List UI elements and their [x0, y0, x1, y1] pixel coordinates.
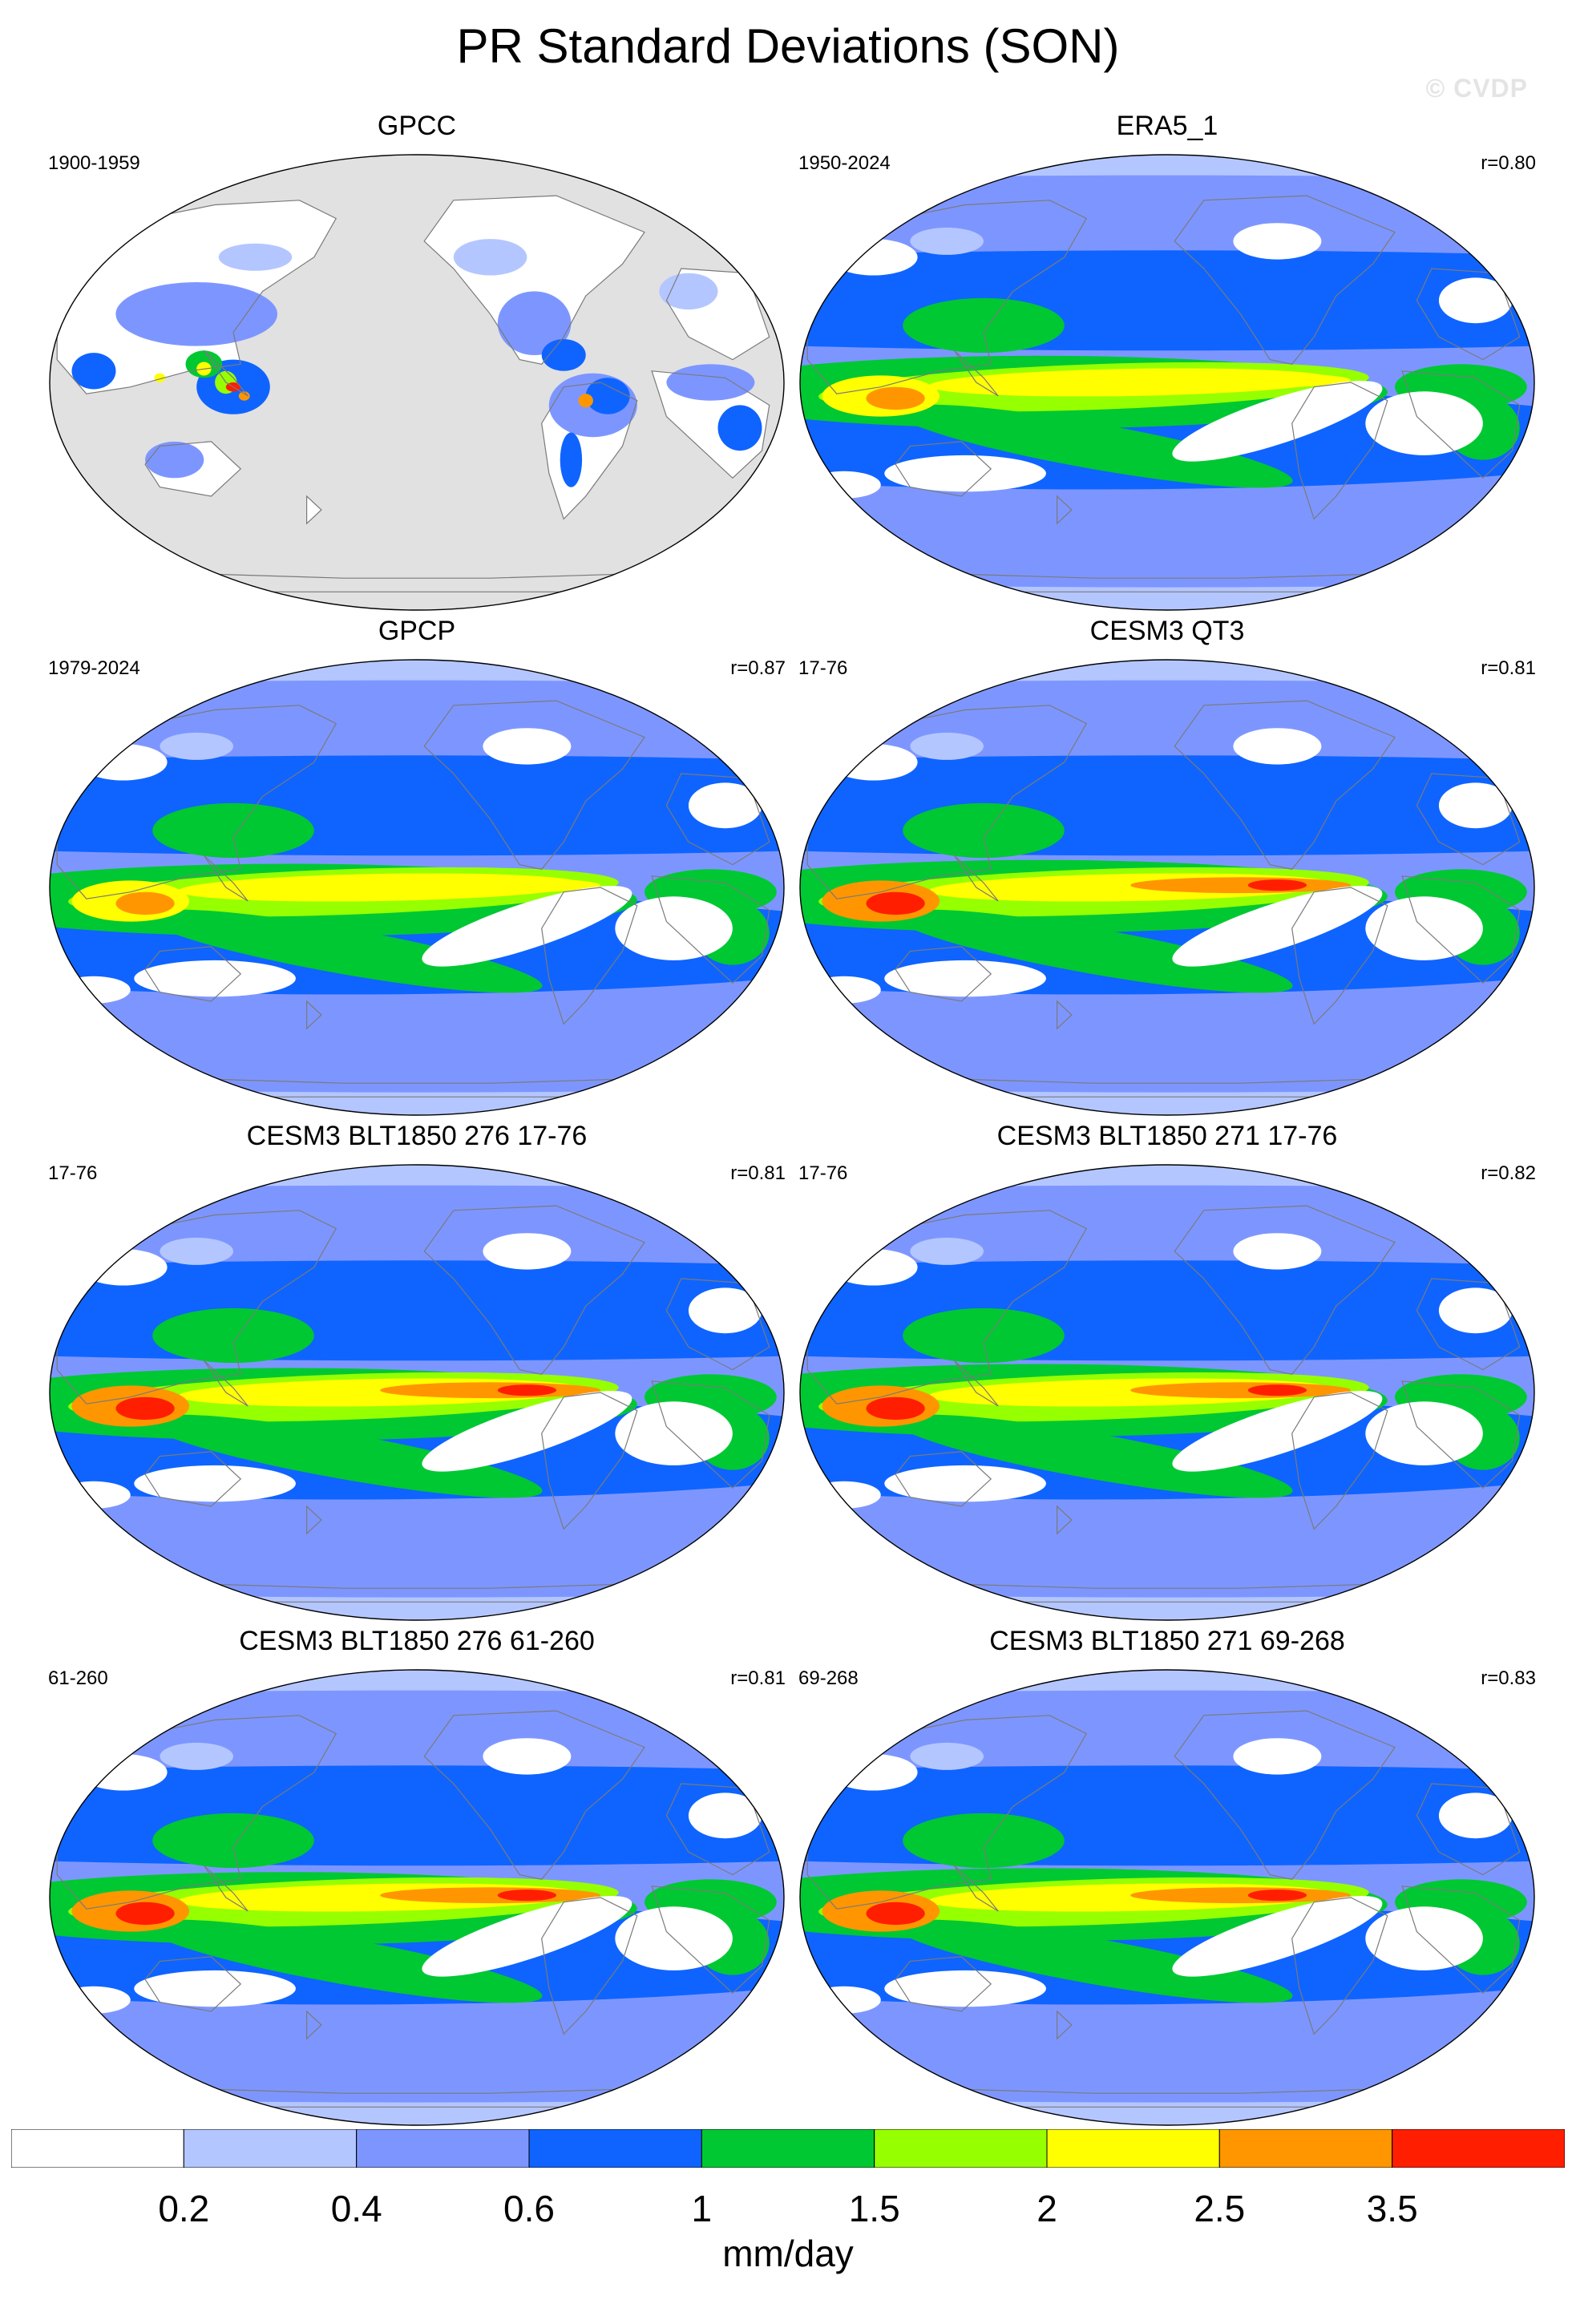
panel-period: 17-76 [48, 1162, 98, 1184]
panel-title: GPCP [378, 616, 456, 646]
colorbar-tick-label: 1 [691, 2188, 713, 2229]
panel-period: 61-260 [48, 1667, 108, 1689]
panel-period: 17-76 [798, 1162, 848, 1184]
panel-correlation: r=0.87 [730, 657, 786, 679]
panel-title: CESM3 QT3 [1089, 616, 1245, 646]
page-title: PR Standard Deviations (SON) [456, 19, 1120, 73]
panel-title: CESM3 BLT1850 276 17-76 [246, 1121, 588, 1151]
colorbar-box [528, 2129, 702, 2168]
colorbar-tick-label: 2 [1037, 2188, 1057, 2229]
colorbar-tick-label: 3.5 [1366, 2188, 1418, 2229]
world-map [799, 1164, 1535, 1621]
world-map [799, 1669, 1535, 2126]
colorbar-box [1392, 2129, 1565, 2168]
world-map [799, 154, 1535, 611]
panel-title: CESM3 BLT1850 271 17-76 [996, 1121, 1338, 1151]
world-map [49, 1164, 785, 1621]
panel-title: ERA5_1 [1116, 111, 1218, 141]
panel-period: 1979-2024 [48, 657, 140, 679]
colorbar-box [874, 2129, 1048, 2168]
panel-period: 1900-1959 [48, 152, 140, 174]
panel-period: 17-76 [798, 657, 848, 679]
colorbar-units: mm/day [722, 2233, 854, 2274]
map-panel-0: GPCC 1900-1959 [40, 111, 794, 621]
panel-title: GPCC [377, 111, 457, 141]
colorbar-box [1218, 2129, 1393, 2168]
map-panel-6: CESM3 BLT1850 276 61-260 61-260 r=0.81 [40, 1626, 794, 2136]
panel-period: 1950-2024 [798, 152, 891, 174]
panel-correlation: r=0.81 [1481, 657, 1536, 679]
world-map [49, 659, 785, 1116]
colorbar-box [183, 2129, 358, 2168]
colorbar-tick-label: 0.6 [503, 2188, 555, 2229]
colorbar-tick-label: 1.5 [848, 2188, 900, 2229]
map-panel-4: CESM3 BLT1850 276 17-76 17-76 r=0.81 [40, 1121, 794, 1631]
map-panel-1: ERA5_1 1950-2024 r=0.80 [790, 111, 1544, 621]
colorbar-tick-label: 0.4 [330, 2188, 382, 2229]
colorbar-box [701, 2129, 875, 2168]
colorbar-box [11, 2129, 184, 2168]
panel-correlation: r=0.81 [730, 1667, 786, 1689]
panel-correlation: r=0.80 [1481, 152, 1536, 174]
panel-title: CESM3 BLT1850 271 69-268 [989, 1626, 1345, 1656]
world-map [799, 659, 1535, 1116]
colorbar-box [1046, 2129, 1220, 2168]
colorbar-labels: 0.2 0.4 0.6 1 1.5 2 2.5 3.5 [0, 2187, 1576, 2229]
map-panel-7: CESM3 BLT1850 271 69-268 69-268 r=0.83 [790, 1626, 1544, 2136]
panel-title: CESM3 BLT1850 276 61-260 [239, 1626, 595, 1656]
watermark: © CVDP [1425, 74, 1528, 103]
colorbar-tick-label: 2.5 [1194, 2188, 1246, 2229]
panel-correlation: r=0.82 [1481, 1162, 1536, 1184]
world-map [49, 154, 785, 611]
world-map [49, 1669, 785, 2126]
map-panel-5: CESM3 BLT1850 271 17-76 17-76 r=0.82 [790, 1121, 1544, 1631]
colorbar-box [356, 2129, 530, 2168]
map-panel-3: CESM3 QT3 17-76 r=0.81 [790, 616, 1544, 1126]
map-panel-2: GPCP 1979-2024 r=0.87 [40, 616, 794, 1126]
colorbar [11, 2129, 1565, 2168]
colorbar-tick-label: 0.2 [158, 2188, 210, 2229]
panel-correlation: r=0.83 [1481, 1667, 1536, 1689]
panel-correlation: r=0.81 [730, 1162, 786, 1184]
panel-period: 69-268 [798, 1667, 859, 1689]
